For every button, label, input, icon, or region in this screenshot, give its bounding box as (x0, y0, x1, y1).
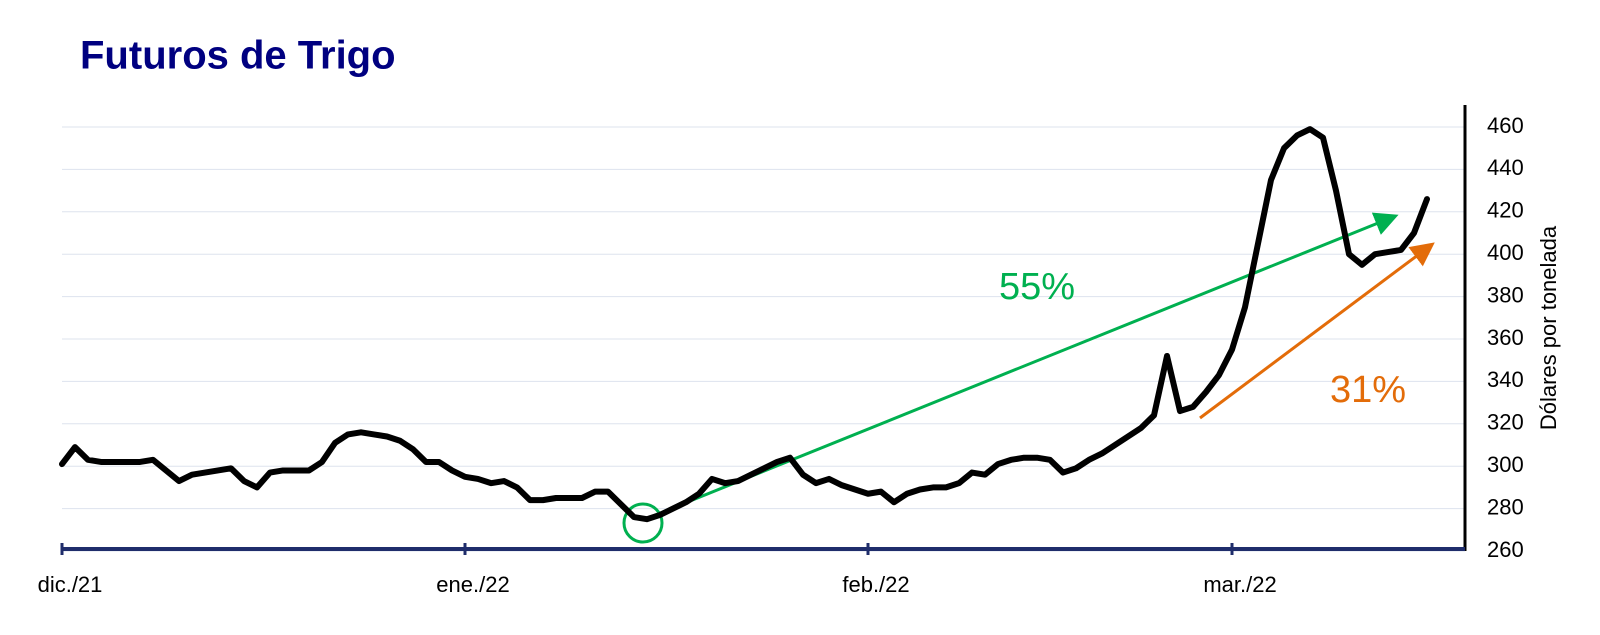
y-tick-label: 360 (1487, 325, 1524, 350)
trend-arrow (1199, 242, 1435, 420)
y-tick-label: 420 (1487, 198, 1524, 223)
x-tick-label: feb./22 (842, 572, 909, 597)
y-tick-label: 400 (1487, 240, 1524, 265)
y-tick-label: 280 (1487, 494, 1524, 519)
x-tick-label: mar./22 (1203, 572, 1276, 597)
price-line (59, 126, 1430, 523)
y-tick-label: 380 (1487, 282, 1524, 307)
chart-title: Futuros de Trigo (80, 34, 396, 78)
x-tick-label: ene./22 (436, 572, 509, 597)
y-tick-label: 320 (1487, 410, 1524, 435)
y-tick-label: 460 (1487, 113, 1524, 138)
annotation: 31% (1330, 369, 1406, 411)
y-tick-label: 440 (1487, 155, 1524, 180)
x-tick-label: dic./21 (38, 572, 103, 597)
y-tick-label: 300 (1487, 452, 1524, 477)
annotation: 55% (999, 266, 1075, 308)
y-tick-label: 340 (1487, 367, 1524, 392)
y-axis-label: Dólares por tonelada (1536, 225, 1561, 430)
low-marker (622, 502, 664, 544)
y-tick-label: 260 (1487, 537, 1524, 562)
